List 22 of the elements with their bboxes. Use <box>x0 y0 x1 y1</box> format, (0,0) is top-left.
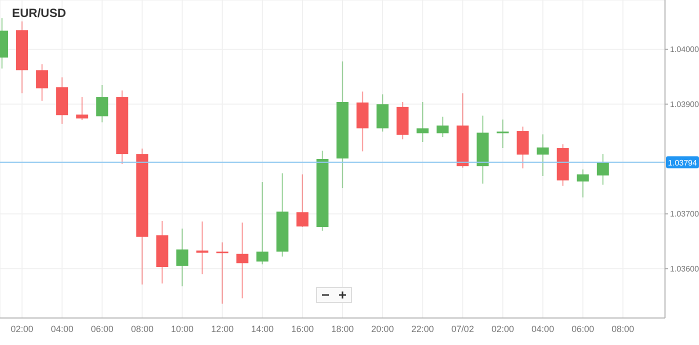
x-tick-label: 04:00 <box>532 324 554 334</box>
y-tick-label: 1.03600 <box>670 264 699 274</box>
x-tick-label: 18:00 <box>331 324 354 334</box>
x-tick-label: 16:00 <box>291 324 314 334</box>
x-tick-label: 14:00 <box>251 324 274 334</box>
x-tick-label: 02:00 <box>10 324 34 334</box>
x-tick-label: 02:00 <box>491 324 514 334</box>
x-tick-label: 08:00 <box>130 324 154 334</box>
x-tick-label: 20:00 <box>371 324 394 334</box>
x-tick-label: 22:00 <box>411 324 434 334</box>
x-tick-label: 04:00 <box>50 324 74 334</box>
y-tick-label: 1.03900 <box>670 100 699 110</box>
x-tick-label: 10:00 <box>171 324 194 334</box>
ref-line-label: 1.03794 <box>668 158 698 168</box>
x-tick-label: 06:00 <box>572 324 594 334</box>
x-tick-label: 08:00 <box>612 324 634 334</box>
text: EUR/USD <box>12 6 66 20</box>
x-tick-label: 07/02 <box>451 324 474 334</box>
x-tick-label: 06:00 <box>90 324 114 334</box>
y-tick-label: 1.03700 <box>670 210 699 219</box>
x-tick-label: 12:00 <box>211 324 234 334</box>
y-tick-label: 1.04000 <box>670 45 699 54</box>
